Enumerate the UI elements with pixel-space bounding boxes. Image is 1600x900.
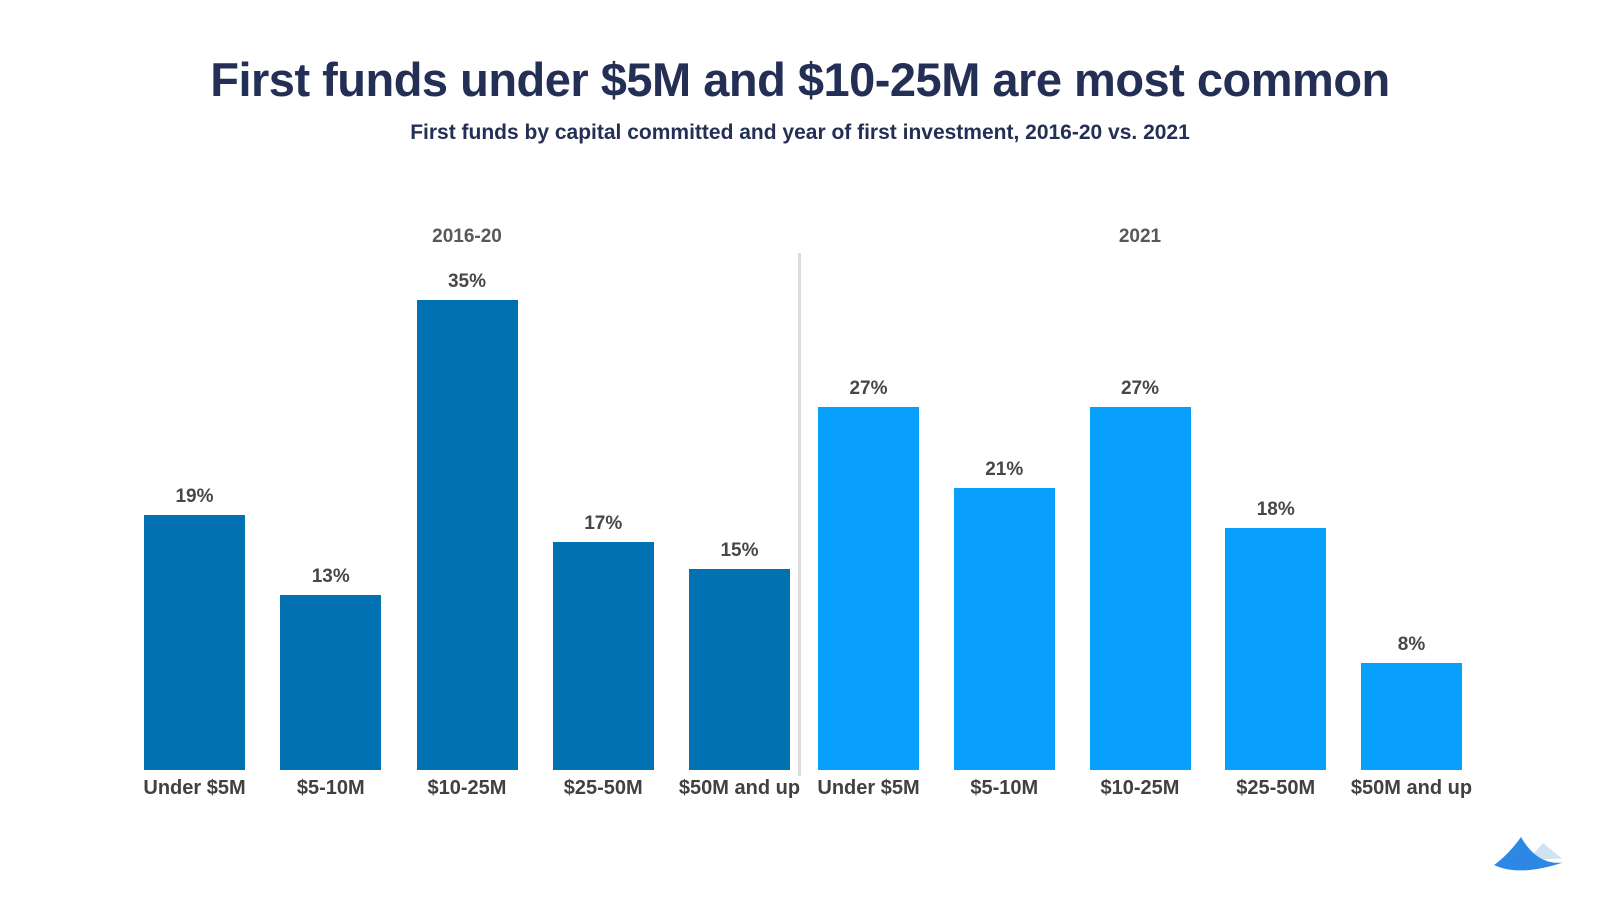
axis-label: $10-25M bbox=[427, 777, 507, 799]
value-label: 17% bbox=[584, 513, 623, 534]
bar-2021-under-5m bbox=[818, 407, 919, 770]
axis-label: $5-10M bbox=[296, 777, 365, 799]
bar-cell-2021-50m-and-up: 8% $50M and up bbox=[1351, 634, 1472, 799]
axis-label: $25-50M bbox=[1236, 777, 1316, 799]
group-divider-line bbox=[798, 253, 801, 776]
axis-label: $50M and up bbox=[678, 777, 801, 799]
bar-2016-20-25-50m bbox=[552, 542, 654, 770]
bar-cell-2021-10-25m: 27% $10-25M bbox=[1089, 378, 1191, 799]
axis-label: Under $5M bbox=[143, 777, 246, 799]
axis-label: $5-10M bbox=[970, 777, 1039, 799]
axis-label: $10-25M bbox=[1100, 777, 1180, 799]
wave-mountain-logo bbox=[1490, 834, 1568, 872]
axis-label: $50M and up bbox=[1350, 777, 1473, 799]
value-label: 27% bbox=[1120, 378, 1160, 399]
axis-label: $25-50M bbox=[563, 777, 643, 799]
bar-cell-2016-20-5-10m: 13% $5-10M bbox=[280, 566, 382, 799]
value-label: 35% bbox=[447, 271, 487, 292]
bar-2021-25-50m bbox=[1225, 528, 1327, 770]
bar-2021-10-25m bbox=[1089, 407, 1191, 770]
bar-cell-2021-5-10m: 21% $5-10M bbox=[953, 459, 1055, 799]
value-label: 8% bbox=[1397, 634, 1426, 655]
chart-title: First funds under $5M and $10-25M are mo… bbox=[210, 53, 1390, 106]
bar-cell-2021-under-5m: 27% Under $5M bbox=[817, 378, 919, 799]
bar-cell-2016-20-50m-and-up: 15% $50M and up bbox=[679, 540, 800, 799]
value-label: 15% bbox=[720, 540, 759, 561]
bar-group-2016-20: 19% Under $5M 13% $5-10M 35% $10-25M 17% $25-50… bbox=[143, 271, 800, 799]
chart-header: First funds under $5M and $10-25M are mo… bbox=[0, 0, 1600, 145]
bar-2016-20-10-25m bbox=[416, 300, 518, 770]
bar-cell-2016-20-10-25m: 35% $10-25M bbox=[416, 271, 518, 799]
value-label: 13% bbox=[311, 566, 350, 587]
bar-group-2021: 27% Under $5M 21% $5-10M 27% $10-25M 18% $25-50… bbox=[817, 378, 1472, 799]
bar-2016-20-5-10m bbox=[280, 595, 382, 770]
bar-cell-2016-20-25-50m: 17% $25-50M bbox=[552, 513, 654, 799]
value-label: 21% bbox=[985, 459, 1024, 480]
value-label: 27% bbox=[849, 378, 888, 399]
value-label: 19% bbox=[175, 486, 214, 507]
bar-2021-5-10m bbox=[953, 488, 1055, 770]
bar-cell-2021-25-50m: 18% $25-50M bbox=[1225, 499, 1327, 799]
value-label: 18% bbox=[1256, 499, 1295, 520]
axis-label: Under $5M bbox=[817, 777, 920, 799]
bar-cell-2016-20-under-5m: 19% Under $5M bbox=[143, 486, 245, 799]
bar-2016-20-under-5m bbox=[144, 515, 245, 770]
chart-subtitle: First funds by capital committed and yea… bbox=[410, 121, 1190, 144]
group-title-2021: 2021 bbox=[1118, 226, 1162, 247]
bar-2021-50m-and-up bbox=[1361, 663, 1462, 770]
bar-2016-20-50m-and-up bbox=[689, 569, 790, 770]
logo-large-peak bbox=[1494, 837, 1563, 871]
group-title-2016-20: 2016-20 bbox=[432, 226, 502, 247]
